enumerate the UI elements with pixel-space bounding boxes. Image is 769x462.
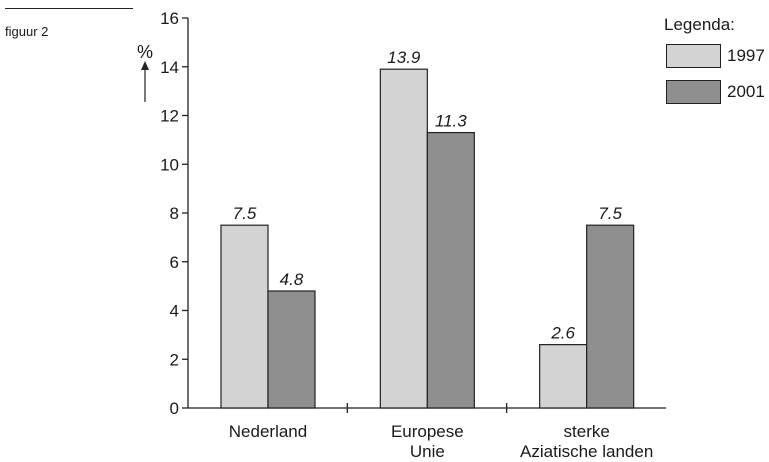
legend-item-2001: 2001 [666,79,765,105]
category-label-sterke-aziatische-landen-line-1: sterke [564,422,610,441]
y-axis-arrow-head [141,61,149,70]
category-label-sterke-aziatische-landen-line-2: Aziatische landen [520,442,653,461]
y-tick-label-2: 2 [170,350,179,369]
y-tick-label-12: 12 [160,107,179,126]
y-tick-label-16: 16 [160,9,179,28]
bar-nederland-1997 [220,224,269,409]
y-axis-label: % [137,42,153,62]
y-tick-label-8: 8 [170,204,179,223]
data-label-sterke-aziatische-landen-1997: 2.6 [550,324,575,343]
category-label-europese-unie-line-1: Europese [391,422,464,441]
legend-label-2001: 2001 [727,82,765,101]
data-label-sterke-aziatische-landen-2001: 7.5 [598,204,622,223]
legend-label-1997: 1997 [727,46,765,65]
y-tick-label-10: 10 [160,155,179,174]
legend-title: Legenda: [664,15,735,34]
bar-sterke-aziatische-landen-2001 [586,224,635,409]
y-tick-label-14: 14 [160,58,179,77]
data-label-nederland-1997: 7.5 [233,204,257,223]
bar-nederland-2001 [267,290,316,409]
bar-europese-unie-1997 [379,68,428,409]
legend-swatch-2001 [666,80,721,104]
bar-sterke-aziatische-landen-1997 [539,344,588,409]
y-tick-label-0: 0 [170,399,179,418]
data-label-nederland-2001: 4.8 [280,270,304,289]
category-label-europese-unie-line-2: Unie [410,442,445,461]
legend-swatch-1997 [666,44,721,68]
y-tick-label-4: 4 [170,302,179,321]
figure-label: figuur 2 [5,24,49,39]
data-label-europese-unie-2001: 11.3 [435,112,467,131]
category-label-nederland: Nederland [229,422,307,441]
bar-europese-unie-2001 [426,131,475,409]
legend-item-1997: 1997 [666,43,765,69]
data-label-europese-unie-1997: 13.9 [387,48,421,67]
figure-rule [5,8,133,9]
y-tick-label-6: 6 [170,253,179,272]
